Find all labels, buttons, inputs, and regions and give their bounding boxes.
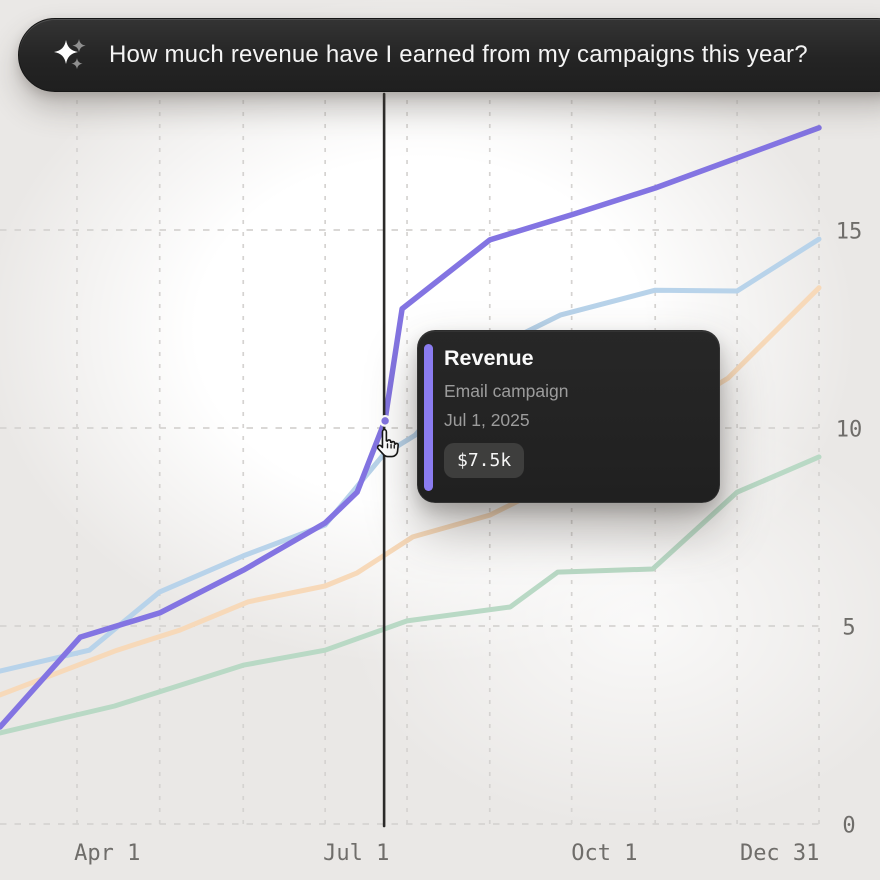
x-tick-label: Dec 31 [739,841,820,866]
tooltip: Revenue Email campaign Jul 1, 2025 $7.5k [417,330,720,503]
tooltip-accent-bar [424,344,433,491]
series-line-green[interactable] [0,454,822,736]
tooltip-value-badge: $7.5k [444,443,525,478]
sparkle-icon [54,39,86,70]
tooltip-series-label: Email campaign [444,381,569,401]
y-tick-label: 10 [835,417,863,443]
prompt-text: How much revenue have I earned from my c… [109,41,808,68]
tooltip-date: Jul 1, 2025 [444,410,530,430]
x-tick-label: Jul 1 [323,841,390,866]
x-tick-label: Oct 1 [571,841,638,866]
tooltip-body: Revenue Email campaign Jul 1, 2025 $7.5k [444,344,705,478]
y-tick-label: 5 [842,615,856,641]
y-tick-label: 15 [835,219,863,245]
hover-point [379,414,392,427]
cursor-hand-icon [376,428,399,458]
series-line-blue[interactable] [0,236,822,674]
y-tick-label: 0 [842,813,856,839]
prompt-bar[interactable]: How much revenue have I earned from my c… [18,18,880,92]
tooltip-value: $7.5k [457,450,512,471]
tooltip-title: Revenue [444,346,534,370]
x-tick-label: Apr 1 [74,841,141,866]
